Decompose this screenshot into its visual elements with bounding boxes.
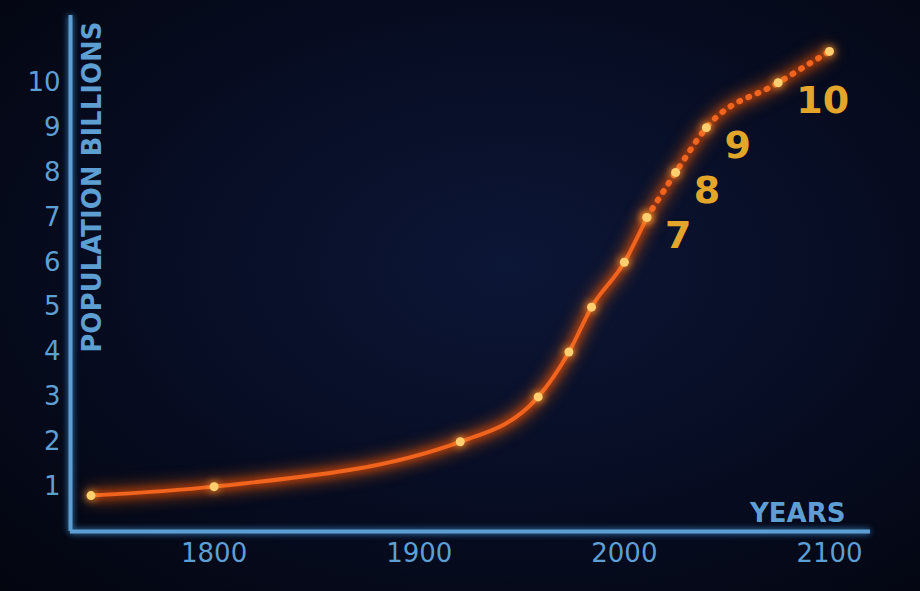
svg-text:1800: 1800 — [181, 538, 247, 568]
svg-text:10: 10 — [27, 67, 60, 97]
svg-text:7: 7 — [665, 213, 691, 257]
svg-text:3: 3 — [44, 381, 61, 411]
svg-text:2: 2 — [44, 426, 61, 456]
svg-text:8: 8 — [694, 168, 720, 212]
svg-text:1: 1 — [44, 471, 61, 501]
svg-text:4: 4 — [44, 336, 61, 366]
svg-text:8: 8 — [44, 157, 61, 187]
svg-text:2100: 2100 — [796, 538, 862, 568]
svg-text:1900: 1900 — [386, 538, 452, 568]
svg-text:10: 10 — [796, 78, 849, 122]
svg-text:POPULATION BILLIONS: POPULATION BILLIONS — [77, 22, 107, 353]
svg-text:7: 7 — [44, 202, 61, 232]
svg-text:6: 6 — [44, 247, 61, 277]
svg-text:YEARS: YEARS — [749, 498, 845, 528]
svg-text:9: 9 — [44, 112, 61, 142]
svg-text:5: 5 — [44, 291, 61, 321]
svg-text:2000: 2000 — [591, 538, 657, 568]
svg-text:9: 9 — [724, 123, 750, 167]
